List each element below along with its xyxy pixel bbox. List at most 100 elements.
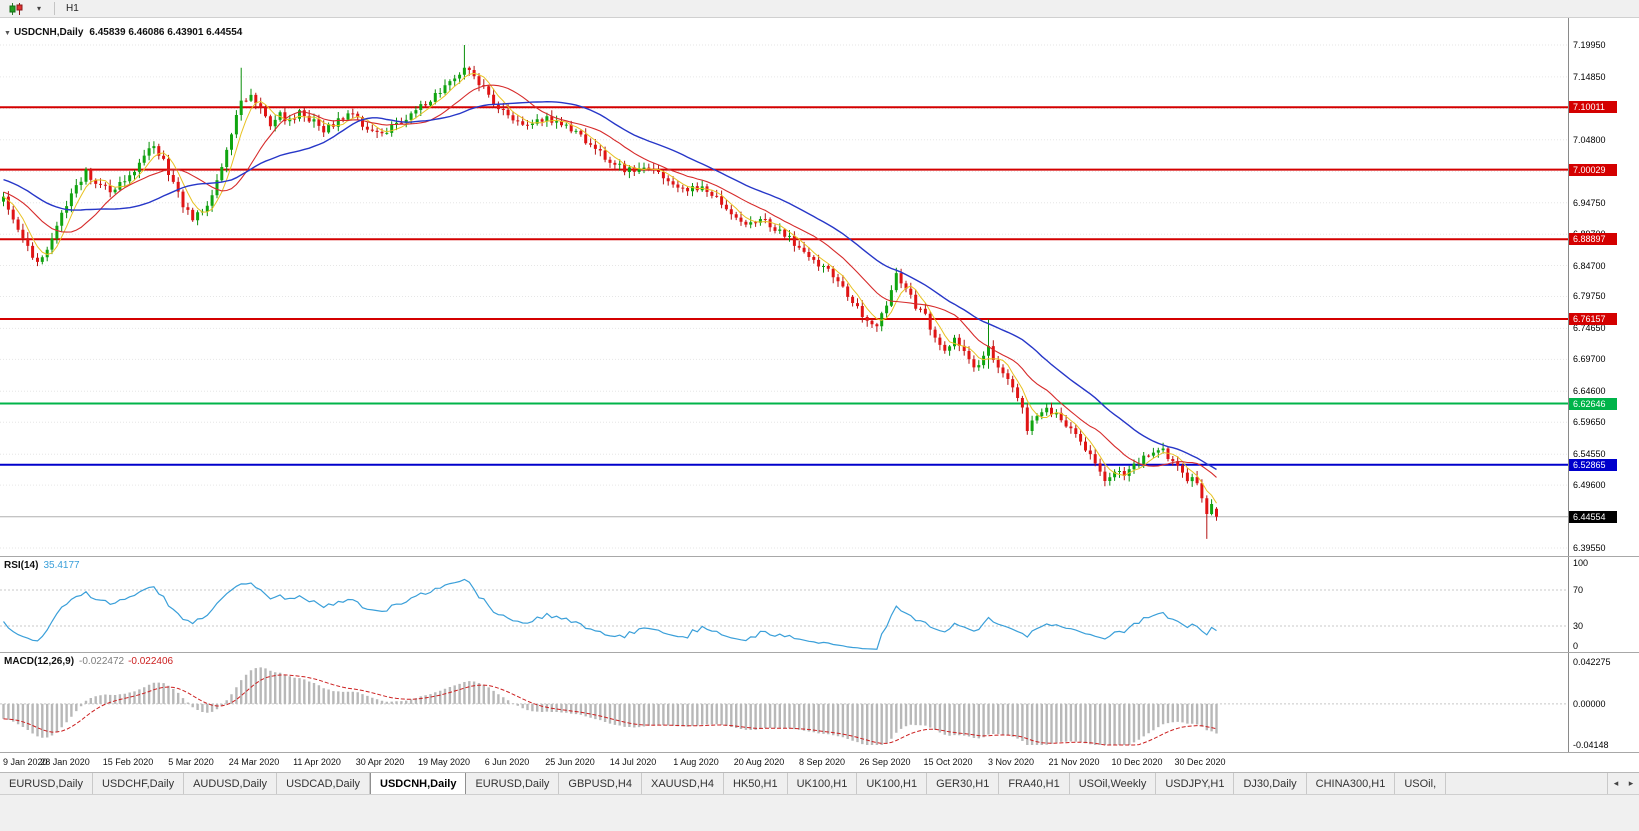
date-axis-label: 24 Mar 2020: [228, 757, 280, 767]
series-marker-icon: ▼: [4, 30, 11, 37]
timeframe-h1-button[interactable]: H1: [60, 1, 85, 17]
ma-5-line: [3, 72, 1217, 504]
date-axis-label: 20 Aug 2020: [733, 757, 785, 767]
status-bar: [0, 794, 1639, 831]
date-axis-label: 5 Mar 2020: [168, 757, 214, 767]
chart-tab-usoil-[interactable]: USOil,: [1395, 773, 1447, 794]
tab-scroll-buttons: ◂ ▸: [1607, 773, 1639, 794]
chart-tab-usoil-weekly[interactable]: USOil,Weekly: [1069, 773, 1157, 794]
chart-tab-eurusd-daily[interactable]: EURUSD,Daily: [0, 773, 93, 794]
chart-type-dropdown[interactable]: ▾: [29, 1, 49, 17]
chart-tab-usdchf-daily[interactable]: USDCHF,Daily: [92, 773, 185, 794]
date-axis-label: 15 Oct 2020: [923, 757, 973, 767]
chart-tab-dj30-daily[interactable]: DJ30,Daily: [1234, 773, 1307, 794]
date-axis-label: 28 Jan 2020: [40, 757, 90, 767]
rsi-axis-tick: 0: [1573, 641, 1579, 651]
bear-candle-bodies: [6, 67, 1218, 517]
chevron-down-icon: ▾: [37, 4, 42, 13]
candlestick-chart-icon: [9, 2, 23, 15]
price-axis-tick: 6.54550: [1573, 449, 1606, 459]
date-axis-label: 15 Feb 2020: [102, 757, 154, 767]
chart-symbol-label: USDCNH,Daily: [13, 27, 84, 38]
bear-candle-wicks: [7, 65, 1217, 539]
price-axis-tick: 6.39550: [1573, 543, 1606, 553]
tab-scroll-right-button[interactable]: ▸: [1625, 776, 1638, 792]
date-axis-label: 3 Nov 2020: [987, 757, 1035, 767]
rsi-panel[interactable]: RSI(14) 35.4177 100 70 30 0: [0, 556, 1639, 652]
chart-tab-hk50-h1[interactable]: HK50,H1: [723, 773, 788, 794]
level-price-badge: 6.88897: [1569, 233, 1617, 245]
chart-tab-eurusd-daily[interactable]: EURUSD,Daily: [466, 773, 560, 794]
price-axis-tick: 6.79750: [1573, 291, 1606, 301]
date-axis-label: 21 Nov 2020: [1048, 757, 1100, 767]
price-axis-tick: 6.84700: [1573, 261, 1606, 271]
date-axis-label: 25 Jun 2020: [545, 757, 595, 767]
bull-candle-wicks: [3, 45, 1213, 516]
chart-type-button[interactable]: [3, 1, 29, 17]
price-axis-tick: 6.94750: [1573, 198, 1606, 208]
date-axis-label: 30 Dec 2020: [1174, 757, 1226, 767]
price-chart-svg[interactable]: [0, 18, 1568, 556]
chart-tab-bar: EURUSD,Daily USDCHF,Daily AUDUSD,Daily USDC…: [0, 772, 1639, 794]
chart-tab-usdcnh-daily[interactable]: USDCNH,Daily: [370, 773, 467, 794]
ma-14-line: [3, 84, 1217, 478]
toolbar-separator: [54, 2, 56, 15]
date-axis-label: 26 Sep 2020: [859, 757, 911, 767]
price-axis-tick: 6.59650: [1573, 417, 1606, 427]
bull-candle-bodies: [2, 67, 1214, 514]
chart-tabs: EURUSD,Daily USDCHF,Daily AUDUSD,Daily USDC…: [0, 773, 1607, 794]
tab-scroll-left-button[interactable]: ◂: [1610, 776, 1623, 792]
chart-tab-fra40-h1[interactable]: FRA40,H1: [999, 773, 1070, 794]
macd-signal-value: -0.022406: [128, 656, 174, 667]
date-axis-label: 19 May 2020: [417, 757, 471, 767]
date-axis-label: 6 Jun 2020: [484, 757, 530, 767]
date-axis-label: 8 Sep 2020: [798, 757, 846, 767]
chart-tab-uk100-h1[interactable]: UK100,H1: [787, 773, 858, 794]
chart-tab-usdjpy-h1[interactable]: USDJPY,H1: [1156, 773, 1235, 794]
price-chart-panel[interactable]: ▼ USDCNH,Daily 6.45839 6.46086 6.43901 6.4…: [0, 18, 1639, 556]
macd-axis[interactable]: 0.042275 0.00000 -0.04148: [1568, 653, 1639, 752]
level-price-badge: 6.52865: [1569, 459, 1617, 471]
macd-title: MACD(12,26,9) -0.022472 -0.022406: [4, 656, 173, 667]
chart-tab-audusd-daily[interactable]: AUDUSD,Daily: [184, 773, 278, 794]
level-price-badge: 6.76157: [1569, 313, 1617, 325]
rsi-value: 35.4177: [43, 560, 80, 571]
macd-main-value: -0.022472: [79, 656, 125, 667]
chart-title: ▼ USDCNH,Daily 6.45839 6.46086 6.43901 6.4…: [4, 27, 242, 38]
date-axis-label: 30 Apr 2020: [355, 757, 405, 767]
level-price-badge: 6.62646: [1569, 398, 1617, 410]
price-axis-tick: 6.64600: [1573, 386, 1606, 396]
timeframe-toolbar: ▾ M1M5M15M30H1H4D1W1MN: [0, 0, 1639, 78]
rsi-axis[interactable]: 100 70 30 0: [1568, 557, 1639, 652]
date-axis-label: 10 Dec 2020: [1111, 757, 1163, 767]
price-axis-tick: 6.49600: [1573, 480, 1606, 490]
macd-axis-tick: 0.00000: [1573, 699, 1606, 709]
macd-axis-tick: -0.04148: [1573, 740, 1609, 750]
price-axis-tick: 7.14850: [1573, 72, 1606, 82]
price-axis-tick: 6.69700: [1573, 354, 1606, 364]
rsi-chart-svg: [0, 578, 1568, 650]
level-price-badge: 7.10011: [1569, 101, 1617, 113]
macd-label: MACD(12,26,9): [4, 656, 75, 667]
date-axis-label: 1 Aug 2020: [673, 757, 719, 767]
price-axis[interactable]: 7.199507.148507.098007.048006.997506.947…: [1568, 18, 1639, 556]
chart-tab-ger30-h1[interactable]: GER30,H1: [927, 773, 1000, 794]
rsi-line: [3, 578, 1217, 650]
bid-price-badge: 6.44554: [1569, 511, 1617, 523]
rsi-axis-tick: 30: [1573, 621, 1584, 631]
macd-signal-line: [3, 674, 1217, 746]
price-axis-tick: 6.74650: [1573, 323, 1606, 333]
chart-tab-china300-h1[interactable]: CHINA300,H1: [1306, 773, 1396, 794]
date-axis-label: 11 Apr 2020: [293, 757, 341, 767]
macd-panel[interactable]: MACD(12,26,9) -0.022472 -0.022406 0.042275…: [0, 652, 1639, 752]
macd-histogram: [2, 667, 1218, 745]
date-axis[interactable]: 9 Jan 2020 28 Jan 2020 15 Feb 2020 5 Mar 20…: [0, 752, 1639, 772]
level-price-badge: 7.00029: [1569, 164, 1617, 176]
chart-tab-xauusd-h4[interactable]: XAUUSD,H4: [641, 773, 724, 794]
price-axis-tick: 7.04800: [1573, 135, 1606, 145]
rsi-label: RSI(14): [4, 560, 39, 571]
chart-tab-usdcad-daily[interactable]: USDCAD,Daily: [277, 773, 371, 794]
chart-tab-gbpusd-h4[interactable]: GBPUSD,H4: [559, 773, 642, 794]
chart-tab-uk100-h1[interactable]: UK100,H1: [857, 773, 928, 794]
